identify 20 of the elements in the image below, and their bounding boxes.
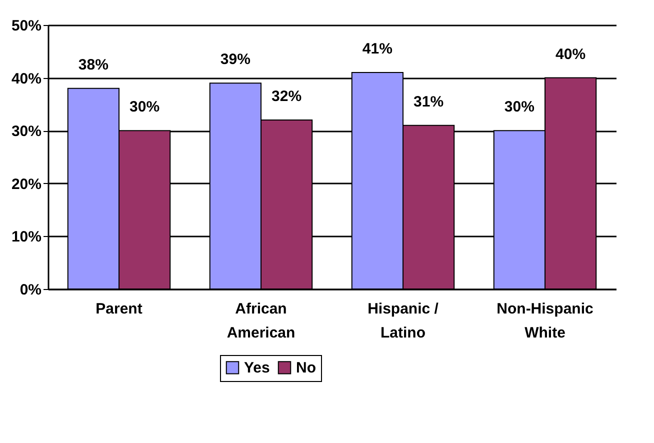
x-tick-label: Hispanic / Latino (368, 300, 440, 342)
x-tick-label: Parent (96, 300, 142, 318)
data-label: 32% (272, 88, 302, 106)
y-tick-label: 50% (11, 18, 42, 34)
data-label: 30% (504, 98, 534, 116)
y-tick-label: 40% (11, 70, 42, 88)
y-tick-label: 20% (11, 176, 42, 193)
data-label: 30% (130, 98, 160, 116)
data-label: 39% (220, 51, 250, 68)
data-label: 38% (78, 56, 108, 74)
x-tick-label: African American (226, 300, 296, 342)
data-label: 41% (362, 40, 392, 58)
x-tick-label: Non-Hispanic White (496, 300, 594, 342)
y-tick-label: 30% (11, 123, 42, 140)
y-tick-label: 10% (11, 228, 42, 246)
legend-label: Yes (244, 360, 270, 377)
data-label: 40% (556, 46, 586, 63)
data-label: 31% (414, 93, 444, 110)
y-tick-label: 0% (20, 282, 42, 298)
legend-label: No (296, 360, 316, 377)
